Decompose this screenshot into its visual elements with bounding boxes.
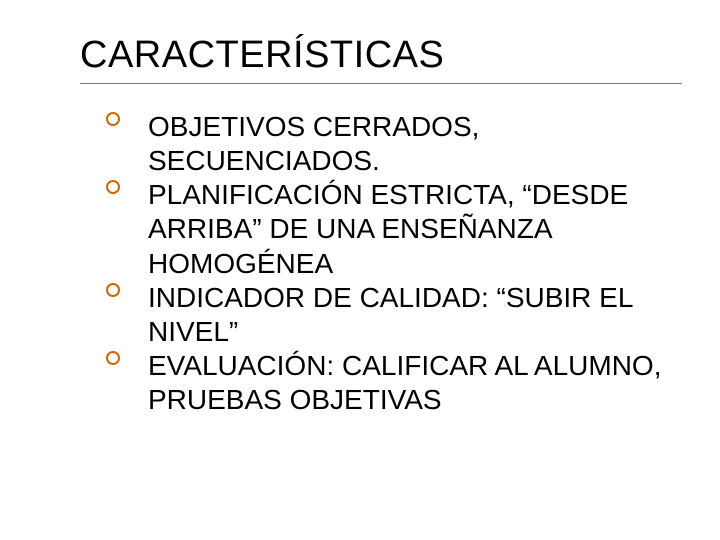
bullet-ring-icon <box>106 180 120 194</box>
title-underline <box>80 83 682 84</box>
list-item-text: OBJETIVOS CERRADOS, SECUENCIADOS. <box>148 111 479 176</box>
bullet-ring-icon <box>106 112 120 126</box>
bullet-list: OBJETIVOS CERRADOS, SECUENCIADOS. PLANIF… <box>80 110 680 417</box>
list-item: EVALUACIÓN: CALIFICAR AL ALUMNO, PRUEBAS… <box>106 349 680 417</box>
list-item: PLANIFICACIÓN ESTRICTA, “DESDE ARRIBA” D… <box>106 178 680 280</box>
slide: CARACTERÍSTICAS OBJETIVOS CERRADOS, SECU… <box>0 0 720 540</box>
bullet-ring-icon <box>106 351 120 365</box>
slide-title: CARACTERÍSTICAS <box>80 34 680 77</box>
list-item-text: INDICADOR DE CALIDAD: “SUBIR EL NIVEL” <box>148 282 632 347</box>
list-item-text: PLANIFICACIÓN ESTRICTA, “DESDE ARRIBA” D… <box>148 179 628 278</box>
list-item-text: EVALUACIÓN: CALIFICAR AL ALUMNO, PRUEBAS… <box>148 350 661 415</box>
list-item: OBJETIVOS CERRADOS, SECUENCIADOS. <box>106 110 680 178</box>
bullet-ring-icon <box>106 283 120 297</box>
list-item: INDICADOR DE CALIDAD: “SUBIR EL NIVEL” <box>106 281 680 349</box>
